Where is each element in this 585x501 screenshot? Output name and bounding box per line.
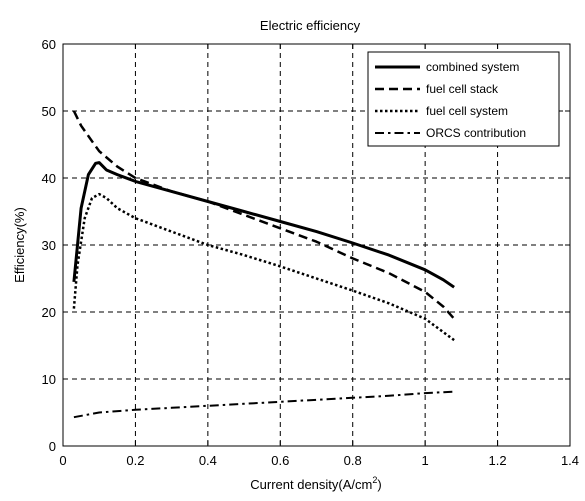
x-tick-label: 1.2: [489, 453, 507, 468]
x-tick-label: 0.2: [126, 453, 144, 468]
legend-label-2: fuel cell stack: [426, 82, 499, 96]
series-layer: [72, 110, 456, 419]
series-line-2: [72, 110, 456, 320]
x-ticks: 0 0.2 0.4 0.6 0.8 1 1.2 1.4: [59, 44, 579, 468]
x-tick-label: 1: [422, 453, 429, 468]
y-tick-label: 50: [42, 104, 56, 119]
chart-title: Electric efficiency: [260, 18, 361, 33]
x-axis-label-superscript: 2: [372, 475, 377, 485]
y-ticks: 0 10 20 30 40 50 60: [42, 37, 570, 454]
legend-label-3: fuel cell system: [426, 104, 508, 118]
legend-label-4: ORCS contribution: [426, 126, 526, 140]
legend-label-1: combined system: [426, 60, 519, 74]
legend: combined system fuel cell stack fuel cell …: [367, 51, 560, 147]
series-line-3: [72, 192, 455, 342]
y-tick-label: 0: [49, 439, 56, 454]
y-axis-label: Efficiency(%): [12, 207, 27, 283]
x-axis-label-main: Current density(A/cm: [250, 477, 372, 492]
series-line-4: [73, 390, 455, 419]
series-line-1: [72, 161, 455, 289]
y-tick-label: 20: [42, 305, 56, 320]
x-tick-label: 1.4: [561, 453, 579, 468]
x-tick-label: 0: [59, 453, 66, 468]
y-tick-label: 10: [42, 372, 56, 387]
y-tick-label: 60: [42, 37, 56, 52]
x-axis-label-close: ): [377, 477, 381, 492]
x-tick-label: 0.6: [271, 453, 289, 468]
x-axis-label: Current density(A/cm2): [250, 475, 381, 492]
y-tick-label: 30: [42, 238, 56, 253]
y-tick-label: 40: [42, 171, 56, 186]
x-tick-label: 0.4: [199, 453, 217, 468]
x-tick-label: 0.8: [344, 453, 362, 468]
